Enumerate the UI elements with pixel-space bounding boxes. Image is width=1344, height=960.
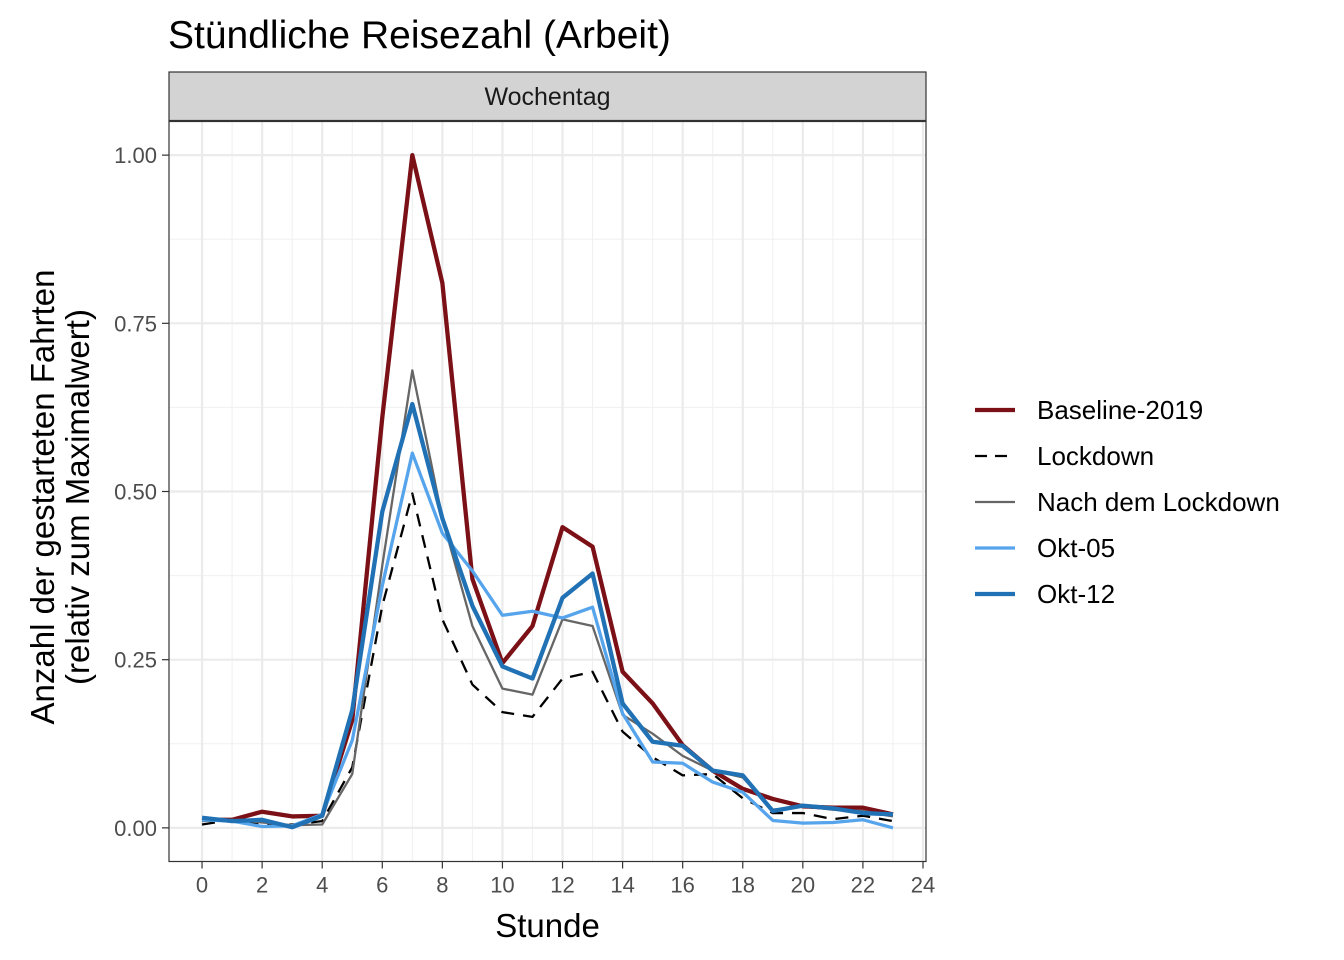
chart-title: Stündliche Reisezahl (Arbeit) xyxy=(168,14,671,57)
x-tick-label: 8 xyxy=(436,873,448,898)
legend-label-lockdown: Lockdown xyxy=(1037,441,1154,471)
x-axis: 0 2 4 6 8 10 12 14 16 18 20 22 24 xyxy=(196,861,935,898)
legend-label-baseline-2019: Baseline-2019 xyxy=(1037,395,1203,425)
x-tick-label: 0 xyxy=(196,873,208,898)
x-tick-label: 6 xyxy=(376,873,388,898)
x-tick-label: 4 xyxy=(316,873,328,898)
x-tick-label: 12 xyxy=(550,873,574,898)
legend-label-okt-12: Okt-12 xyxy=(1037,579,1115,609)
x-tick-label: 18 xyxy=(731,873,755,898)
x-axis-label: Stunde xyxy=(495,907,600,944)
x-tick-label: 22 xyxy=(851,873,875,898)
x-tick-label: 14 xyxy=(610,873,634,898)
facet-strip xyxy=(168,71,927,122)
x-tick-label: 20 xyxy=(791,873,815,898)
y-tick-label: 0.75 xyxy=(114,311,157,336)
y-axis: 0.00 0.25 0.50 0.75 1.00 xyxy=(114,143,169,841)
facet-label: Wochentag xyxy=(484,83,610,111)
x-tick-label: 10 xyxy=(490,873,514,898)
y-axis-label-line1: Anzahl der gestarteten Fahrten xyxy=(24,270,61,725)
x-tick-label: 24 xyxy=(911,873,935,898)
series-line-lockdown xyxy=(201,492,894,826)
y-tick-label: 1.00 xyxy=(114,143,157,168)
legend-label-okt-05: Okt-05 xyxy=(1037,533,1115,563)
series-lines xyxy=(201,152,894,830)
plot-panel xyxy=(168,120,927,863)
y-tick-label: 0.25 xyxy=(114,648,157,673)
legend: Baseline-2019 Lockdown Nach dem Lockdown Ok… xyxy=(975,395,1280,609)
series-line-okt-12 xyxy=(201,401,894,830)
y-axis-label-line2: (relativ zum Maximalwert) xyxy=(59,309,96,685)
y-tick-label: 0.00 xyxy=(114,816,157,841)
legend-label-nach-dem-lockdown: Nach dem Lockdown xyxy=(1037,487,1280,517)
x-tick-label: 2 xyxy=(256,873,268,898)
x-tick-label: 16 xyxy=(670,873,694,898)
y-tick-label: 0.50 xyxy=(114,480,157,505)
